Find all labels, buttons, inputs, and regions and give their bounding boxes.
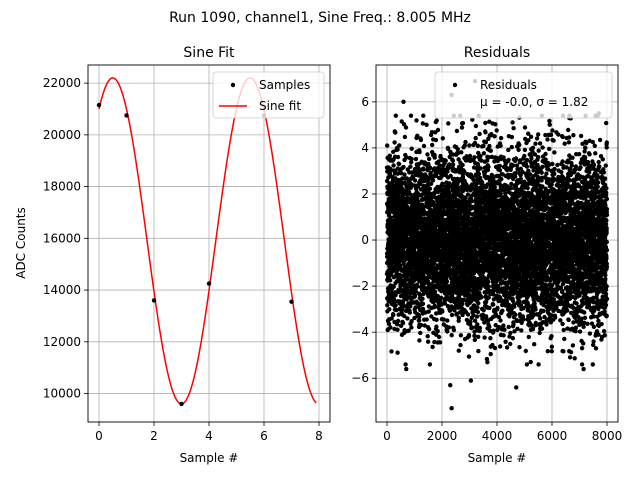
residual-outlier-point <box>581 366 586 372</box>
legend-residuals-marker <box>452 82 458 88</box>
sine-fit-title: Sine Fit <box>183 45 235 61</box>
sine-fit-ytick-label: 12000 <box>43 335 81 349</box>
residuals-ytick-label: −6 <box>351 371 369 385</box>
legend-samples-marker <box>230 82 236 88</box>
sine-fit-xtick-label: 8 <box>315 429 323 443</box>
residuals-xtick-label: 6000 <box>537 429 568 443</box>
sine-fit-ytick-label: 18000 <box>43 180 81 194</box>
residuals-ytick-label: −2 <box>351 279 369 293</box>
residuals-title: Residuals <box>464 45 530 61</box>
sine-fit-ytick-label: 16000 <box>43 231 81 245</box>
residuals-ytick-label: 0 <box>361 233 369 247</box>
sine-fit-xtick-label: 6 <box>260 429 268 443</box>
sine-fit-ylabel: ADC Counts <box>14 207 28 279</box>
legend-samples-label: Samples <box>259 78 310 92</box>
residuals-panel: Residuals 0 2000 4000 6000 8000 −6 −4 −2 0 2 4 6 Sa… <box>351 45 622 465</box>
figure-suptitle: Run 1090, channel1, Sine Freq.: 8.005 MH… <box>169 10 471 26</box>
residual-outlier-point <box>404 366 409 372</box>
sample-point <box>151 298 157 303</box>
sample-point <box>96 102 102 108</box>
residuals-ytick-label: 4 <box>361 141 369 155</box>
residual-outlier-point <box>449 405 454 411</box>
residual-outlier-point <box>401 99 406 105</box>
sample-point <box>289 299 294 304</box>
residuals-ytick-label: −4 <box>351 325 369 339</box>
sine-fit-legend: Samples Sine fit <box>212 71 325 119</box>
sine-fit-xtick-label: 4 <box>205 429 213 443</box>
sine-fit-xtick-label: 0 <box>95 429 103 443</box>
residuals-xtick-label: 4000 <box>482 429 513 443</box>
residuals-legend: Residuals μ = -0.0, σ = 1.82 <box>434 71 613 119</box>
sine-fit-xtick-label: 2 <box>150 429 158 443</box>
residuals-ytick-label: 2 <box>361 187 369 201</box>
residuals-xtick-label: 2000 <box>427 429 458 443</box>
sine-fit-xlabel: Sample # <box>180 451 239 465</box>
residuals-xtick-label: 8000 <box>592 429 623 443</box>
sample-point <box>206 281 212 286</box>
residuals-xtick-label: 0 <box>383 429 391 443</box>
legend-residuals-label: Residuals <box>480 78 537 92</box>
residuals-xlabel: Sample # <box>468 451 527 465</box>
legend-residuals-stats: μ = -0.0, σ = 1.82 <box>480 95 588 109</box>
sine-fit-panel: Sine Fit 0 2 4 6 8 10000 12000 14000 16000 18000 2… <box>14 45 331 465</box>
sine-fit-ytick-label: 10000 <box>43 387 81 401</box>
residual-points <box>384 113 610 367</box>
residuals-legend-box <box>434 71 613 119</box>
residual-outlier-point <box>514 385 519 390</box>
sine-fit-line <box>98 77 317 405</box>
legend-sine-fit-label: Sine fit <box>259 99 301 113</box>
sample-point <box>124 113 129 118</box>
residual-outlier-point <box>448 382 453 388</box>
residuals-ytick-label: 6 <box>361 95 369 109</box>
sine-fit-ticks: 0 2 4 6 8 10000 12000 14000 16000 18000 20000 22000 <box>43 76 323 443</box>
sine-fit-ytick-label: 20000 <box>43 128 81 142</box>
sample-point <box>179 401 184 407</box>
residuals-ticks: 0 2000 4000 6000 8000 −6 −4 −2 0 2 4 6 <box>351 95 622 443</box>
sine-fit-ytick-label: 22000 <box>43 76 81 90</box>
sine-fit-ytick-label: 14000 <box>43 283 81 297</box>
residual-outlier-point <box>468 378 474 383</box>
